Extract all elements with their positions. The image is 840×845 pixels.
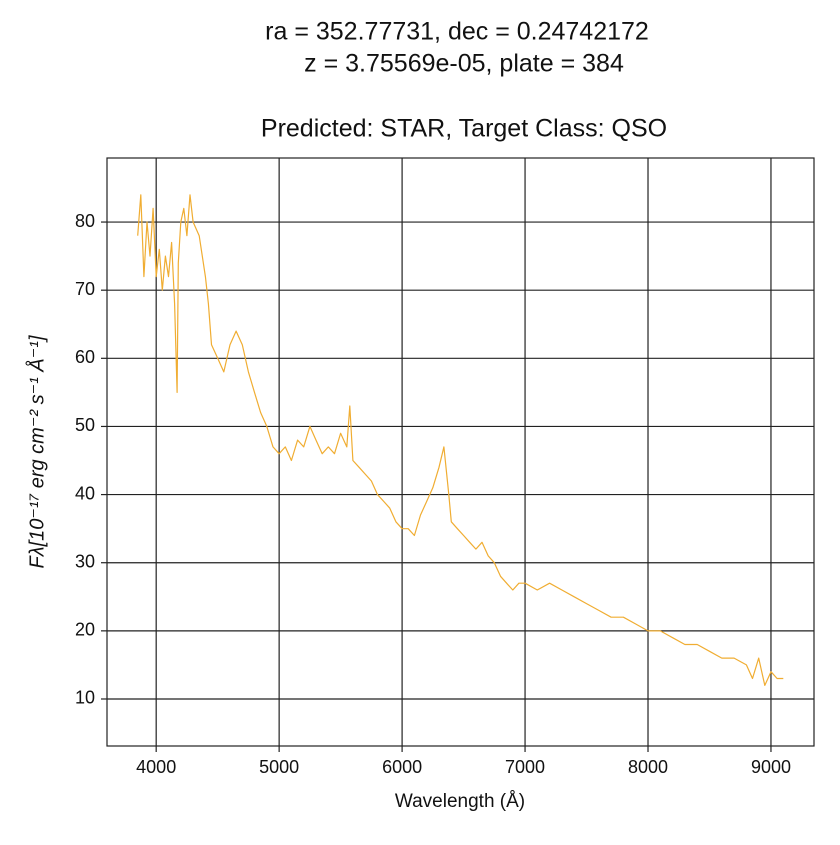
y-tick-label: 50 bbox=[75, 415, 95, 435]
x-tick-label: 9000 bbox=[751, 757, 791, 777]
y-tick-label: 80 bbox=[75, 211, 95, 231]
y-tick-label: 10 bbox=[75, 688, 95, 708]
x-tick-label: 5000 bbox=[259, 757, 299, 777]
y-tick-label: 60 bbox=[75, 347, 95, 367]
y-axis-label: Fλ[10⁻¹⁷ erg cm⁻² s⁻¹ Å⁻¹] bbox=[25, 335, 48, 568]
y-tick-label: 20 bbox=[75, 620, 95, 640]
x-tick-label: 7000 bbox=[505, 757, 545, 777]
chart-title-line2: z = 3.75569e-05, plate = 384 bbox=[304, 50, 624, 78]
x-tick-label: 8000 bbox=[628, 757, 668, 777]
y-tick-label: 70 bbox=[75, 279, 95, 299]
y-tick-label: 40 bbox=[75, 483, 95, 503]
x-axis-label: Wavelength (Å) bbox=[395, 791, 525, 812]
chart-subtitle: Predicted: STAR, Target Class: QSO bbox=[261, 115, 667, 143]
plot-frame bbox=[106, 157, 815, 747]
chart-title: ra = 352.77731, dec = 0.24742172 bbox=[265, 18, 649, 46]
spectrum-line bbox=[137, 194, 784, 686]
x-tick-label: 6000 bbox=[382, 757, 422, 777]
y-tick-label: 30 bbox=[75, 551, 95, 571]
x-tick-label: 4000 bbox=[136, 757, 176, 777]
